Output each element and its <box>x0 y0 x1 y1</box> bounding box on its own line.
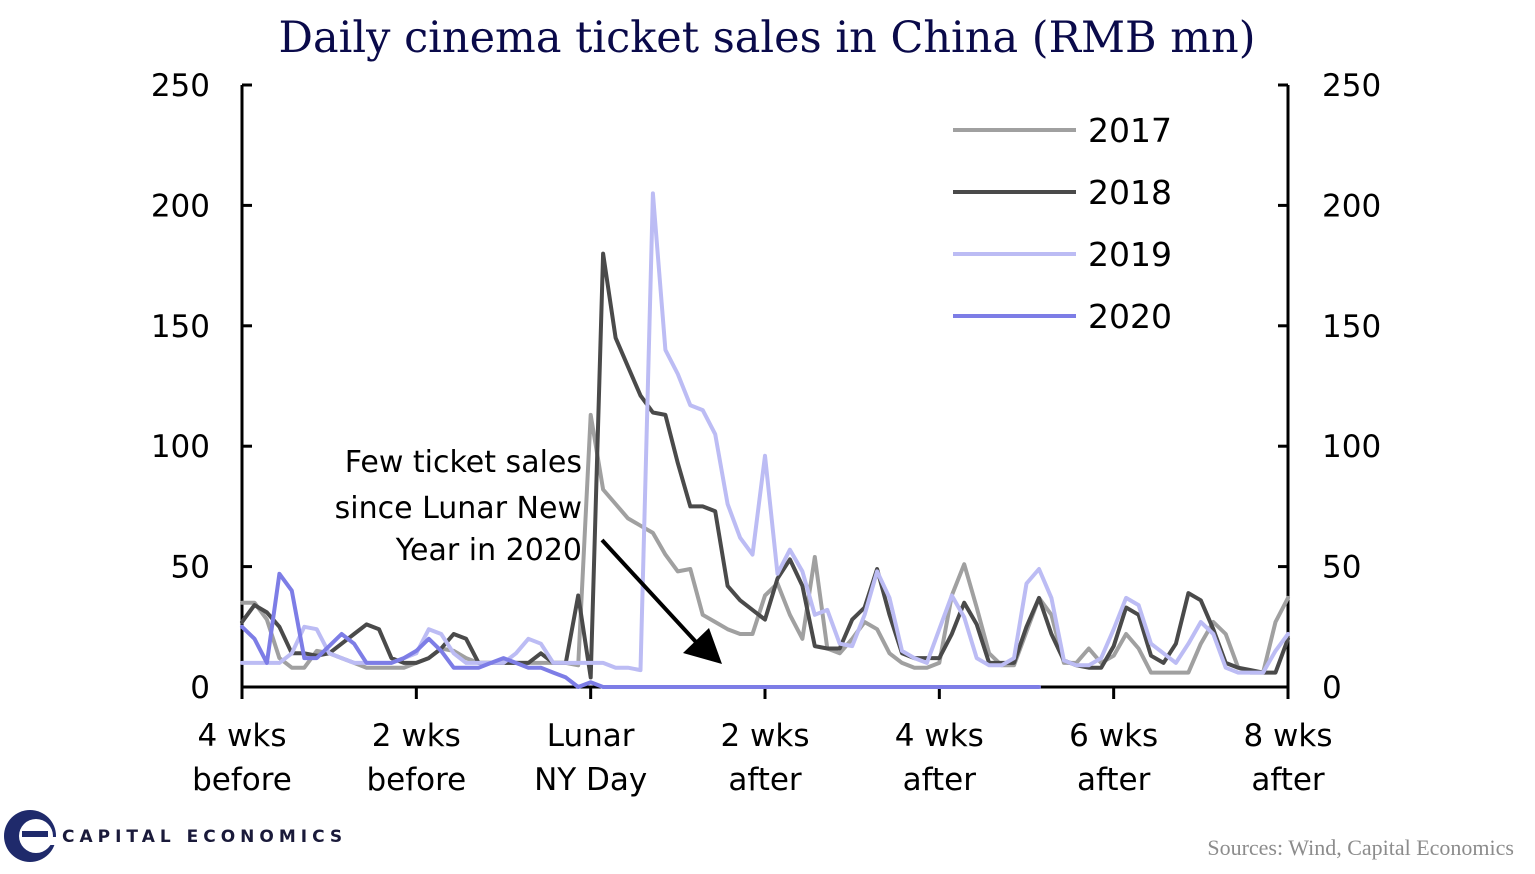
y-tick-label-left: 150 <box>151 309 210 345</box>
series-line-2019 <box>240 191 1290 675</box>
x-tick-label-line1: 2 wks <box>372 718 461 754</box>
x-tick-label-line2: after <box>728 762 802 798</box>
y-tick-label-left: 100 <box>151 429 210 465</box>
source-note: Sources: Wind, Capital Economics <box>1207 835 1514 860</box>
x-tick-label-line2: after <box>903 762 977 798</box>
x-tick-label-line1: 6 wks <box>1069 718 1158 754</box>
annotation-line-1: Few ticket sales <box>345 445 582 480</box>
x-tick-label-line1: 4 wks <box>197 718 286 754</box>
x-tick-label-line2: NY Day <box>534 762 647 798</box>
series-line-2020 <box>240 571 1041 689</box>
axes: 0 0 50 50 100 100 150 150 200 200 250 250 4 wks befor… <box>151 68 1381 798</box>
y-tick-label-left: 0 <box>190 670 210 706</box>
y-tick-label-right: 0 <box>1322 670 1342 706</box>
capital-economics-logo <box>4 810 58 862</box>
annotation-line-2: since Lunar New <box>335 491 582 526</box>
annotation-arrow-head <box>683 628 722 664</box>
x-tick-label-line1: Lunar <box>547 718 635 754</box>
annotation-arrow-shaft <box>600 538 698 644</box>
legend: 2017 2018 2019 2020 <box>953 111 1172 336</box>
y-tick-label-right: 250 <box>1322 68 1381 104</box>
chart-title: Daily cinema ticket sales in China (RMB … <box>279 13 1256 63</box>
series-line-2018 <box>240 251 1290 680</box>
legend-label-2020: 2020 <box>1088 297 1172 336</box>
annotation-line-3: Year in 2020 <box>395 533 582 568</box>
y-tick-label-left: 200 <box>151 188 210 224</box>
x-tick-label-line2: before <box>366 762 466 798</box>
footer: CAPITAL ECONOMICS Sources: Wind, Capital… <box>4 810 1514 862</box>
y-tick-label-right: 50 <box>1322 550 1361 586</box>
x-tick-label-line1: 4 wks <box>895 718 984 754</box>
y-tick-label-right: 200 <box>1322 188 1381 224</box>
x-tick-label-line2: before <box>192 762 292 798</box>
x-tick-label-line2: after <box>1251 762 1325 798</box>
x-tick-label-line2: after <box>1077 762 1151 798</box>
x-tick-label-line1: 8 wks <box>1243 718 1332 754</box>
y-tick-label-left: 250 <box>151 68 210 104</box>
y-tick-label-right: 100 <box>1322 429 1381 465</box>
series-layer <box>240 191 1290 689</box>
y-tick-label-right: 150 <box>1322 309 1381 345</box>
legend-label-2017: 2017 <box>1088 111 1172 150</box>
brand-name: CAPITAL ECONOMICS <box>62 827 347 847</box>
annotation: Few ticket sales since Lunar New Year in… <box>335 445 722 664</box>
legend-label-2019: 2019 <box>1088 235 1172 274</box>
x-tick-label-line1: 2 wks <box>720 718 809 754</box>
logo-gap <box>40 837 58 845</box>
y-tick-label-left: 50 <box>171 550 210 586</box>
logo-bar <box>22 831 48 837</box>
legend-label-2018: 2018 <box>1088 173 1172 212</box>
